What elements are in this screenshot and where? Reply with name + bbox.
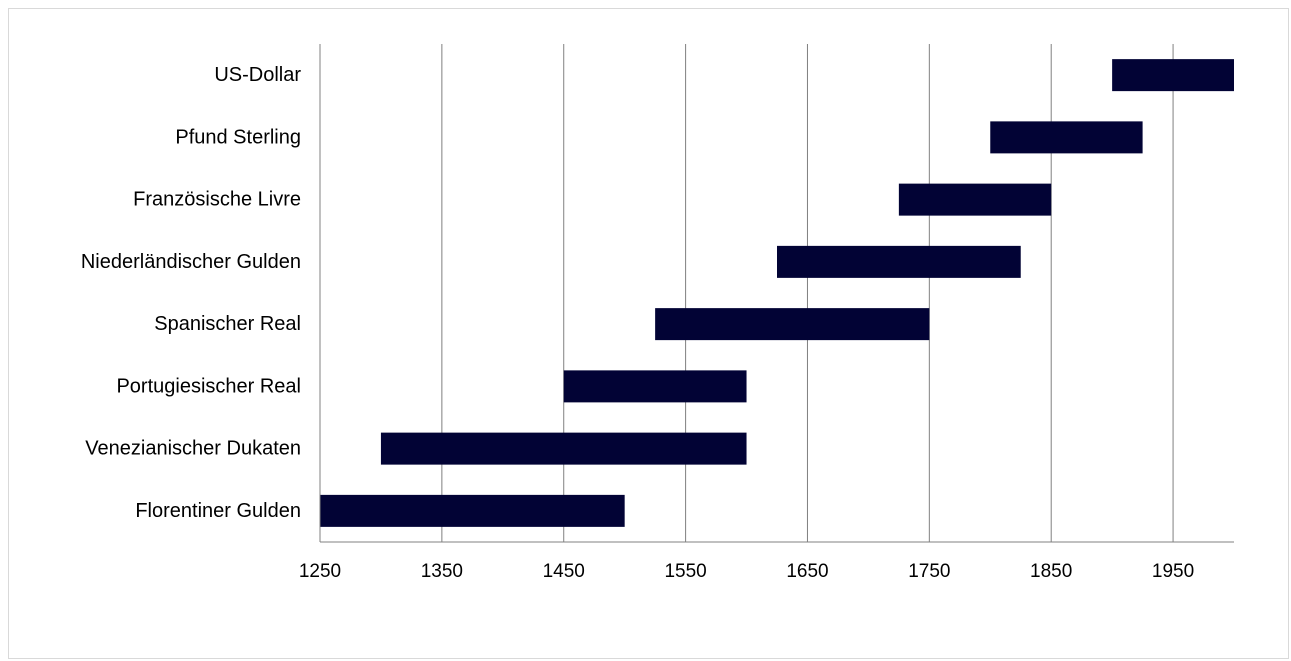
bar-florentiner-gulden	[320, 494, 625, 527]
bar-portugiesischer-real	[563, 370, 747, 403]
x-tick-label: 1750	[908, 561, 950, 582]
x-tick-label: 1550	[664, 561, 706, 582]
category-label: Venezianischer Dukaten	[85, 438, 301, 460]
bar-venezianischer-dukaten	[380, 432, 747, 465]
category-labels: US-Dollar Pfund Sterling Französische Livr…	[81, 64, 301, 522]
category-label: US-Dollar	[214, 64, 301, 86]
bar-niederl-ndischer-gulden	[777, 245, 1021, 278]
bars	[320, 59, 1234, 527]
bar-spanischer-real	[655, 308, 930, 341]
category-label: Florentiner Gulden	[135, 500, 301, 522]
chart-frame	[8, 8, 1289, 659]
x-tick-labels: 1250 1350 1450 1550 1650 1750 1850 1950	[299, 561, 1194, 582]
x-tick-label: 1250	[299, 561, 341, 582]
axes	[319, 44, 1234, 543]
category-label: Niederländischer Gulden	[81, 251, 301, 273]
x-tick-label: 1450	[543, 561, 585, 582]
bar-franz-sische-livre	[898, 183, 1052, 216]
category-label: Portugiesischer Real	[116, 375, 301, 397]
bar-pfund-sterling	[990, 121, 1143, 154]
category-label: Pfund Sterling	[175, 126, 301, 148]
bar-us-dollar	[1112, 59, 1234, 92]
x-tick-label: 1650	[786, 561, 828, 582]
x-tick-label: 1950	[1152, 561, 1194, 582]
x-tick-label: 1850	[1030, 561, 1072, 582]
category-label: Spanischer Real	[154, 313, 301, 335]
category-label: Französische Livre	[133, 189, 301, 211]
grid-lines	[441, 44, 1174, 542]
x-tick-label: 1350	[421, 561, 463, 582]
